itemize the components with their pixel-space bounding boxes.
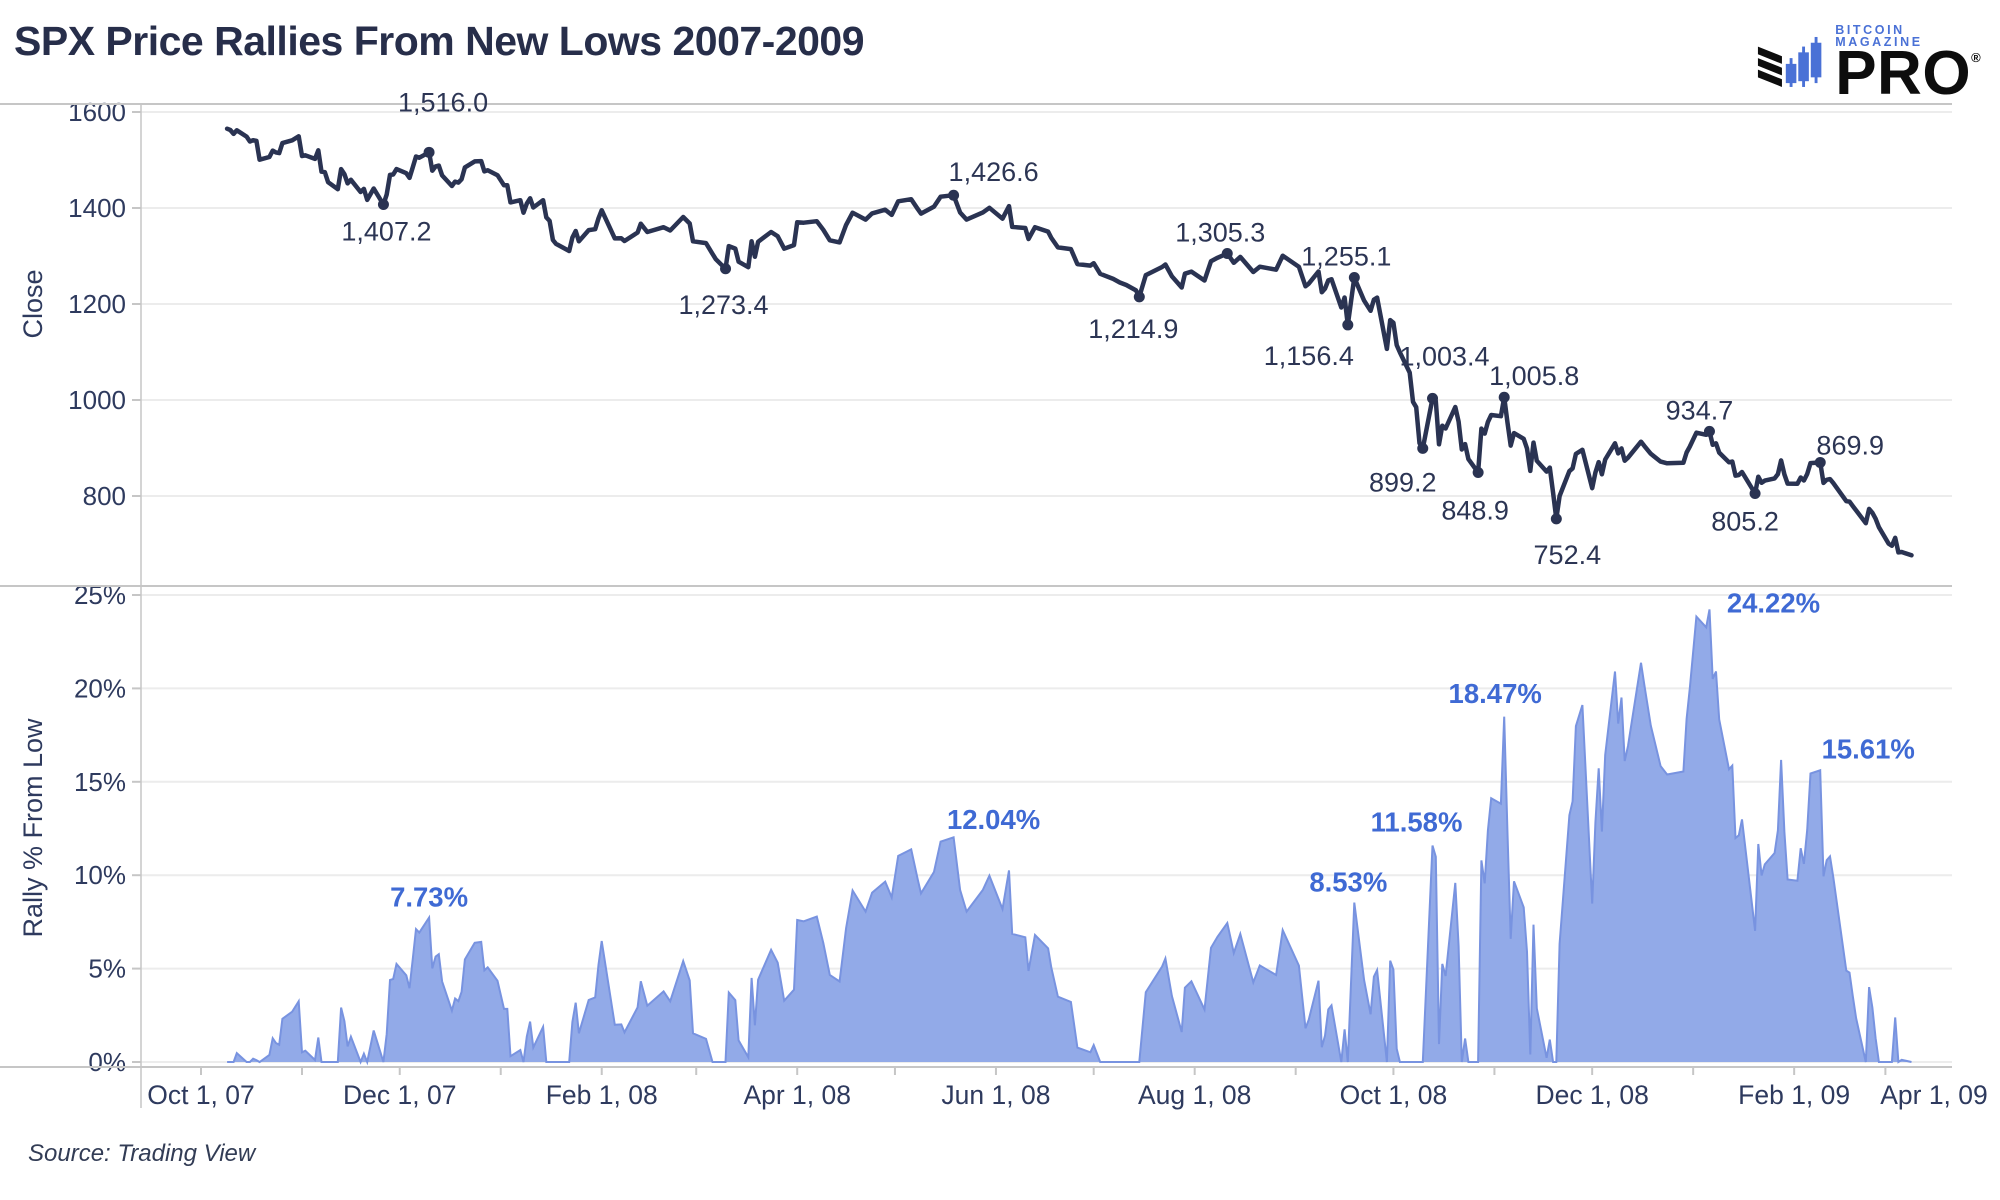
price-annotation: 1,305.3 xyxy=(1175,217,1265,247)
x-tick-label: Apr 1, 08 xyxy=(743,1080,851,1110)
rally-annotation: 24.22% xyxy=(1727,588,1820,619)
rally-annotation: 8.53% xyxy=(1309,867,1387,898)
spx-close-line xyxy=(224,126,1914,558)
data-point-marker xyxy=(1498,391,1510,403)
logo-slant-bars xyxy=(1757,46,1782,87)
registered-mark: ® xyxy=(1971,50,1982,65)
y-tick-label: 25% xyxy=(74,580,126,610)
brand-logo-text: BITCOIN MAGAZINE PRO® xyxy=(1835,23,1992,105)
price-annotation: 1,005.8 xyxy=(1489,361,1579,391)
rally-annotation: 15.61% xyxy=(1822,733,1915,764)
price-annotation: 1,407.2 xyxy=(341,217,431,247)
rally-annotation: 18.47% xyxy=(1449,678,1542,709)
x-tick-label: Oct 1, 08 xyxy=(1340,1080,1448,1110)
rally-area xyxy=(227,609,1912,1062)
brand-product-name: PRO xyxy=(1835,39,1972,108)
price-annotation: 899.2 xyxy=(1369,467,1437,497)
x-tick-label: Dec 1, 07 xyxy=(343,1080,456,1110)
data-point-marker xyxy=(1133,291,1145,303)
y-tick-label: 1600 xyxy=(68,97,126,127)
x-tick-label: Aug 1, 08 xyxy=(1138,1080,1251,1110)
brand-logo: BITCOIN MAGAZINE PRO® xyxy=(1756,24,1992,105)
rally-area-edge xyxy=(227,609,1912,1066)
brand-name: BITCOIN MAGAZINE xyxy=(1835,23,1923,49)
x-tick-label: Feb 1, 09 xyxy=(1738,1080,1850,1110)
price-annotation: 1,255.1 xyxy=(1301,242,1391,272)
price-annotation: 1,156.4 xyxy=(1264,341,1354,371)
data-point-marker xyxy=(1348,272,1360,284)
y-tick-label: 0% xyxy=(88,1047,126,1077)
data-point-marker xyxy=(720,263,732,275)
y-tick-label: 800 xyxy=(83,481,126,511)
price-annotation: 752.4 xyxy=(1534,540,1602,570)
data-point-marker xyxy=(377,199,389,211)
y-axis-title-close: Close xyxy=(18,269,48,338)
price-annotation: 1,214.9 xyxy=(1088,314,1178,344)
data-point-marker xyxy=(948,189,960,201)
data-point-marker xyxy=(1342,319,1354,331)
data-point-marker xyxy=(1749,488,1761,500)
data-point-marker xyxy=(423,146,435,158)
price-annotation: 1,426.6 xyxy=(949,157,1039,187)
data-point-marker xyxy=(1472,467,1484,479)
price-annotation: 934.7 xyxy=(1666,395,1734,425)
x-tick-label: Jun 1, 08 xyxy=(941,1080,1050,1110)
y-tick-label: 1400 xyxy=(68,193,126,223)
data-point-marker xyxy=(1417,442,1429,454)
price-annotation: 848.9 xyxy=(1441,496,1509,526)
rally-annotation: 7.73% xyxy=(390,882,468,913)
price-annotation: 1,516.0 xyxy=(398,87,488,117)
brand-product: PRO® xyxy=(1835,43,1992,105)
y-tick-label: 15% xyxy=(74,767,126,797)
y-tick-label: 1000 xyxy=(68,385,126,415)
x-tick-label: Dec 1, 08 xyxy=(1535,1080,1648,1110)
price-annotation: 805.2 xyxy=(1711,507,1779,537)
data-point-marker xyxy=(1814,456,1826,468)
source-note: Source: Trading View xyxy=(28,1140,256,1167)
data-point-marker xyxy=(1221,247,1233,259)
data-point-marker xyxy=(1550,513,1562,525)
y-tick-label: 10% xyxy=(74,860,126,890)
x-tick-label: Feb 1, 08 xyxy=(546,1080,658,1110)
data-point-marker xyxy=(1703,425,1715,437)
rally-annotation: 12.04% xyxy=(947,804,1040,835)
price-annotation: 1,003.4 xyxy=(1399,341,1489,371)
y-tick-label: 5% xyxy=(88,954,126,984)
rally-annotation: 11.58% xyxy=(1371,807,1463,838)
price-annotation: 869.9 xyxy=(1816,430,1884,460)
y-tick-label: 1200 xyxy=(68,289,126,319)
x-tick-label: Oct 1, 07 xyxy=(147,1080,255,1110)
brand-logo-icon xyxy=(1757,36,1822,87)
price-annotation: 1,273.4 xyxy=(678,290,768,320)
y-tick-label: 20% xyxy=(74,673,126,703)
x-tick-label: Apr 1, 09 xyxy=(1880,1080,1988,1110)
page-title: SPX Price Rallies From New Lows 2007-200… xyxy=(14,18,865,64)
y-axis-title-rally: Rally % From Low xyxy=(18,718,48,938)
data-point-marker xyxy=(1427,392,1439,404)
logo-candlesticks xyxy=(1785,36,1822,87)
